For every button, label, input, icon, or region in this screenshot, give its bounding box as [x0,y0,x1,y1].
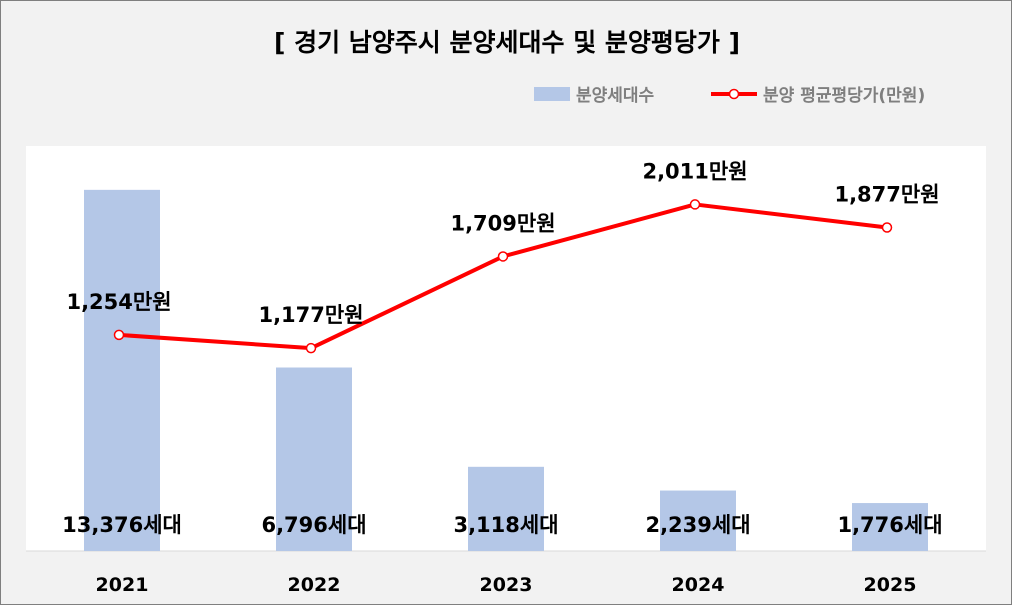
x-tick-2024: 2024 [672,574,725,596]
price-label-2022: 1,177만원 [258,303,363,327]
price-marker-2025 [881,222,893,233]
price-marker-2023 [497,251,509,262]
units-label-2025: 1,776세대 [837,513,942,537]
price-marker-2022 [305,342,317,354]
units-label-2024: 2,239세대 [645,513,750,537]
units-label-2022: 6,796세대 [261,513,366,537]
price-marker-2024 [689,199,701,210]
units-label-2023: 3,118세대 [453,513,558,537]
price-label-2024: 2,011만원 [642,159,747,183]
price-label-2023: 1,709만원 [450,211,555,235]
bars-group [84,189,928,551]
bar-2021 [84,189,160,551]
bar-2025 [852,503,928,551]
x-tick-labels-group: 2021 2022 2023 2024 2025 [96,574,917,596]
bar-2022 [276,367,352,551]
legend-bar-swatch [534,87,570,101]
price-label-2025: 1,877만원 [834,183,939,207]
line-series-group [113,199,893,354]
data-labels-group: 1,254만원 1,177만원 1,709만원 2,011만원 1,877만원 13,37… [62,159,942,537]
bar-2023 [468,466,544,551]
chart-title: [ 경기 남양주시 분양세대수 및 분양평당가 ] [274,28,740,57]
price-marker-2021 [113,329,125,341]
x-tick-2021: 2021 [96,574,149,596]
legend-line-marker [728,88,740,100]
x-tick-2023: 2023 [480,574,533,596]
units-label-2021: 13,376세대 [62,513,182,537]
x-tick-2022: 2022 [288,574,341,596]
legend-bar-label: 분양세대수 [576,86,655,106]
legend-line-label: 분양 평균평당가(만원) [763,86,925,106]
bar-2024 [660,490,736,551]
price-label-2021: 1,254만원 [66,290,171,314]
legend: 분양세대수 분양 평균평당가(만원) [534,86,925,106]
x-tick-2025: 2025 [864,574,917,596]
